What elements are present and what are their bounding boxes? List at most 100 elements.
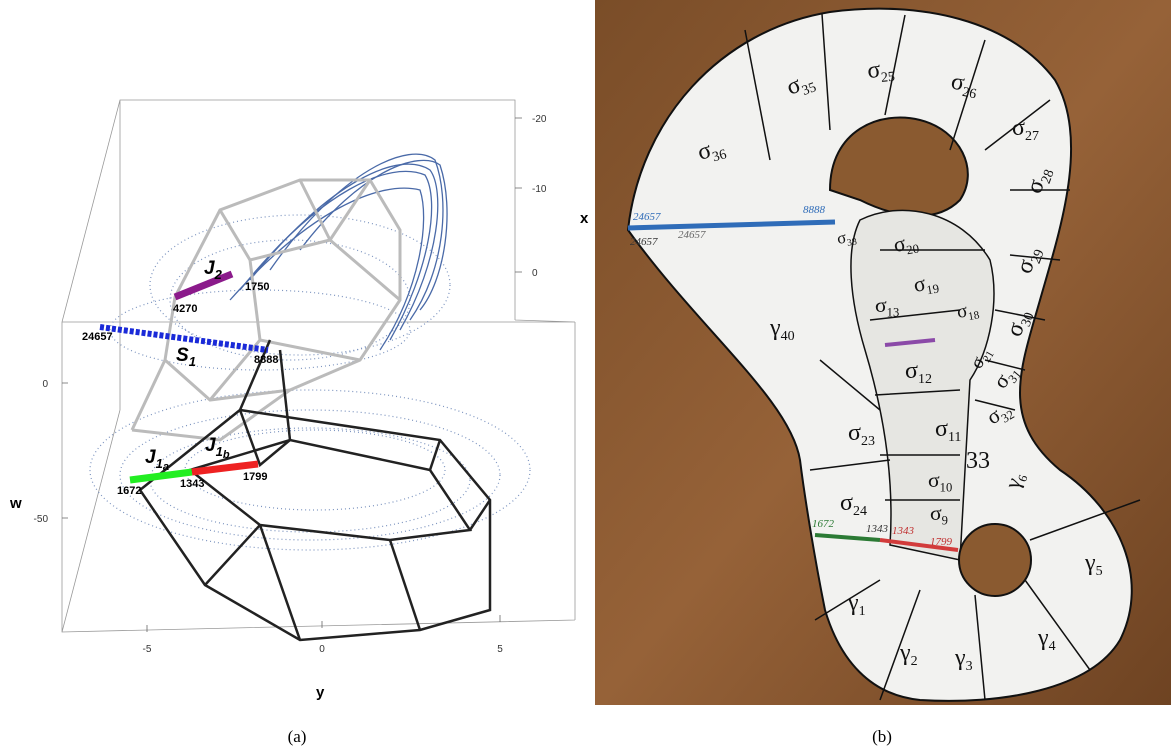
- point-label: 8888: [254, 354, 278, 366]
- segment-index: 40: [781, 329, 795, 344]
- segment-symbol: σ: [928, 468, 940, 492]
- point-label: 24657: [82, 331, 113, 343]
- panel-b-numbers: 24657 8888 24657 24657 1672 1343 1343 17…: [630, 204, 990, 746]
- segment-label: γ5: [1084, 550, 1103, 579]
- segment-symbol: γ: [954, 645, 966, 671]
- point-label: 24657: [678, 229, 706, 241]
- segment-lines: [744, 13, 1141, 701]
- segment-label: σ23: [848, 420, 875, 449]
- paper-band: [850, 209, 995, 561]
- segment-symbol: γ: [847, 590, 859, 616]
- segment-index: 24: [853, 504, 867, 519]
- point-label: 24657: [633, 211, 661, 223]
- trajectories: [229, 153, 448, 351]
- segment-label: σ19: [912, 269, 940, 299]
- point-label: 8888: [803, 204, 826, 216]
- text-part: J: [145, 447, 156, 468]
- caption: (a): [288, 727, 307, 746]
- segment-symbol: σ: [848, 420, 861, 446]
- segment-index: 11: [948, 430, 961, 445]
- text-part: J: [205, 435, 216, 456]
- point-label: 1799: [243, 471, 267, 483]
- decoration: [299, 159, 448, 311]
- black-wireframe: [138, 339, 492, 642]
- segment-symbol: σ: [840, 490, 853, 516]
- curve-label: J1a: [145, 447, 169, 473]
- segment-index: 18: [967, 309, 981, 323]
- segment-symbol: σ: [935, 416, 948, 442]
- segment-index: 2: [911, 654, 918, 669]
- curve-label: S1: [176, 345, 196, 369]
- segment-index: 26: [961, 85, 978, 103]
- segment-index: 10: [940, 481, 953, 495]
- decoration: [61, 99, 576, 633]
- segment-label: σ24: [840, 490, 867, 519]
- decoration: [744, 13, 1141, 701]
- segment-symbol: σ: [912, 271, 928, 297]
- point-label: 24657: [630, 236, 658, 248]
- text-part: a: [163, 461, 169, 473]
- segment-index: 32: [999, 407, 1017, 425]
- decoration: [62, 117, 522, 632]
- decoration: [187, 438, 473, 542]
- segment-symbol: σ: [930, 501, 942, 525]
- caption: (b): [872, 727, 892, 746]
- segment-symbol: γ: [899, 640, 911, 666]
- decoration: [149, 427, 471, 533]
- point-label: 1343: [180, 478, 204, 490]
- segment-index: 1: [859, 604, 866, 619]
- point-label: 1672: [117, 485, 141, 497]
- bounding-box: [61, 99, 576, 633]
- decoration: [204, 339, 492, 641]
- point-label: 1750: [245, 281, 269, 293]
- segment-label: γ40: [769, 315, 795, 344]
- segment-index: 12: [918, 372, 932, 387]
- segment-label: σ25: [866, 56, 895, 87]
- segment-index: 23: [861, 434, 875, 449]
- curve-label: J2: [204, 258, 223, 282]
- curve-j2: [173, 270, 234, 301]
- decoration: [269, 153, 444, 321]
- segment-symbol: σ: [835, 228, 847, 248]
- paper-hole: [958, 523, 1032, 597]
- segment-label: γ1: [847, 590, 866, 619]
- segment-index: 29: [1029, 248, 1048, 266]
- segment-symbol: σ: [905, 358, 918, 384]
- panel-a: [61, 99, 576, 642]
- point-label: 1672: [812, 518, 835, 530]
- segment-label: σ28: [1021, 163, 1057, 198]
- segment-label: σ38: [835, 226, 857, 250]
- y-tick-label: -5: [143, 644, 152, 655]
- curve-j1a: [129, 468, 193, 484]
- segment-index: 3: [966, 659, 973, 674]
- segment-index: 21: [981, 349, 997, 365]
- decoration: [229, 187, 425, 351]
- segment-symbol: γ: [769, 315, 781, 341]
- decoration: [130, 359, 291, 442]
- segment-symbol: γ: [1084, 550, 1096, 576]
- segment-label: σ9: [930, 501, 948, 528]
- decoration: [239, 170, 433, 341]
- segment-index: 13: [887, 306, 900, 320]
- segment-index: 20: [905, 241, 920, 257]
- y-axis-label: y: [316, 684, 325, 701]
- decoration: [208, 179, 401, 401]
- segment-symbol: σ: [875, 293, 887, 317]
- tick-marks: [62, 117, 522, 632]
- x-tick-label: -10: [532, 184, 547, 195]
- segment-symbol: σ: [892, 231, 908, 257]
- point-label: 1343: [866, 523, 889, 535]
- segment-index: 38: [846, 236, 858, 249]
- segment-index: 6: [1015, 473, 1030, 484]
- x-axis-label: x: [580, 210, 589, 227]
- segment-label: σ30: [1001, 306, 1037, 341]
- segment-label: σ11: [935, 416, 961, 445]
- segment-label: σ12: [905, 358, 932, 387]
- decoration: [138, 408, 492, 642]
- x-tick-label: 0: [532, 268, 538, 279]
- segment-index: 19: [925, 281, 940, 297]
- point-label: 1799: [930, 536, 953, 548]
- panel-a-text: -20 -10 0 0 -50 -5 0 5 x w y J2 S1 J1a J…: [9, 114, 589, 746]
